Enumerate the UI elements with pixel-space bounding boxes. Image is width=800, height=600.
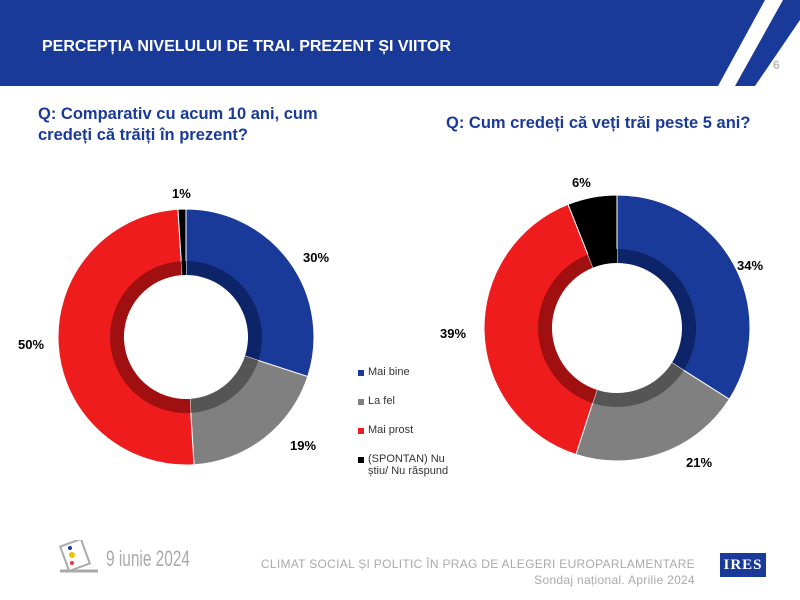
donut-slice-shadow [587,249,617,268]
footer-line2: Sondaj național. Aprilie 2024 [534,573,695,587]
legend-label: La fel [368,395,395,407]
header-banner [0,0,800,86]
donut-slice-shadow [110,261,191,413]
donut-slice [575,362,730,462]
data-label: 39% [440,326,466,341]
donut-slice-shadow [537,254,597,404]
footer-text: CLIMAT SOCIAL ȘI POLITIC ÎN PRAG DE ALEG… [261,556,695,588]
donut-slice [567,194,618,269]
donut-slice [185,208,315,378]
donut-slice-shadow [181,261,186,276]
legend-item: La fel [358,395,458,424]
ballot-box-icon [58,540,98,573]
donut-slice-shadow [189,356,259,413]
legend-item: Mai bine [358,366,458,395]
legend-item: Mai prost [358,424,458,453]
data-label: 1% [172,186,191,201]
legend-label: Mai prost [368,424,414,436]
legend: Mai bine La fel Mai prost (SPONTAN) Nu ș… [358,366,458,482]
legend-item: (SPONTAN) Nu știu/ Nu răspund [358,453,458,482]
legend-swatch [358,428,364,434]
donut-slice [189,355,309,466]
data-label: 50% [18,337,44,352]
question-left: Q: Comparativ cu acum 10 ani, cum credeț… [38,105,318,144]
data-label: 19% [290,438,316,453]
data-label: 30% [303,250,329,265]
donut-slice-shadow [617,249,696,371]
legend-label: Mai bine [368,366,410,378]
legend-label: (SPONTAN) Nu știu/ Nu răspund [368,453,449,477]
page-number: 6 [773,58,780,72]
data-label: 21% [686,455,712,470]
header-bar [0,0,765,86]
donut-slice [57,208,195,466]
page-title: PERCEPȚIA NIVELULUI DE TRAI. PREZENT ȘI … [42,38,451,55]
data-label: 6% [572,175,591,190]
legend-swatch [358,370,364,376]
legend-swatch [358,457,364,463]
election-date: 9 iunie 2024 [106,546,190,571]
donut-slice-shadow [592,362,684,407]
data-label: 34% [737,258,763,273]
question-right: Q: Cum credeți că veți trăi peste 5 ani? [446,114,751,132]
donut-slice-shadow [186,261,263,361]
header-stripe [735,0,800,86]
footer-line1: CLIMAT SOCIAL ȘI POLITIC ÎN PRAG DE ALEG… [260,557,695,571]
legend-swatch [358,399,364,405]
ires-logo: IRES [720,553,766,577]
